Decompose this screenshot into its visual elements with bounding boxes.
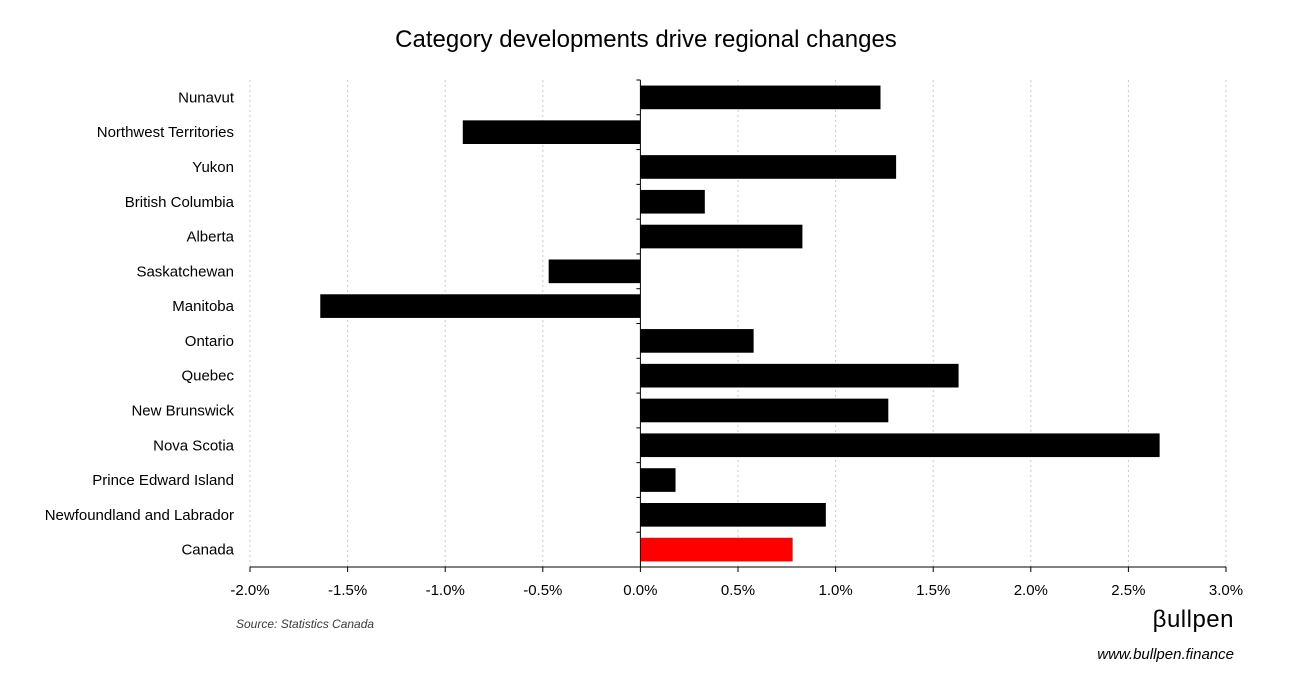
source-note: Source: Statistics Canada [236,617,375,631]
x-tick-label: 2.0% [1014,582,1048,599]
category-label: Canada [181,542,234,559]
x-tick-label: -1.5% [328,582,367,599]
category-label: Newfoundland and Labrador [45,507,234,524]
category-label: Nova Scotia [153,437,235,454]
x-tick-label: 2.5% [1111,582,1145,599]
bar-nunavut [640,85,881,110]
category-label: Ontario [185,333,234,350]
bar-nova-scotia [640,433,1160,458]
category-label: Saskatchewan [136,263,234,280]
bar-alberta [640,224,803,249]
category-label: Yukon [192,159,234,176]
bullpen-logo: βullpen [1152,606,1234,633]
brand-url: www.bullpen.finance [1097,646,1234,663]
category-label: Quebec [181,368,234,385]
bar-canada [640,537,793,562]
tick-labels: -2.0% -1.5% -1.0% -0.5% 0.0% 0.5% 1.0% 1.5% 2.0%… [230,582,1243,599]
chart-title: Category developments drive regional cha… [395,26,897,53]
x-tick-label: -0.5% [523,582,562,599]
category-label: New Brunswick [131,402,234,419]
bar-british-columbia [640,189,705,214]
category-label: Alberta [186,229,234,246]
x-tick-label: 1.5% [916,582,950,599]
bar-ontario [640,329,754,353]
x-tick-label: 3.0% [1209,582,1243,599]
category-label: Northwest Territories [97,124,234,141]
bar-yukon [640,155,897,179]
x-tick-label: 0.0% [623,582,657,599]
category-label: Manitoba [172,298,234,315]
grid-lines [249,80,1227,567]
category-label: Prince Edward Island [92,472,234,489]
bar-saskatchewan [548,259,641,284]
bar-manitoba [320,294,641,318]
x-tick-label: 0.5% [721,582,755,599]
bar-newfoundland-and-labrador [640,502,826,527]
category-label: Nunavut [178,89,235,106]
category-labels: Nunavut Northwest Territories Yukon British… [45,89,235,558]
bar-new-brunswick [640,398,889,423]
x-tick-label: -2.0% [230,582,269,599]
bar-quebec [640,363,959,388]
bar-northwest-territories [462,120,641,145]
category-label: British Columbia [125,194,235,211]
bars [320,85,1160,562]
x-tick-label: -1.0% [426,582,465,599]
x-tick-label: 1.0% [818,582,852,599]
axes [249,79,1227,572]
bar-prince-edward-island [640,468,676,492]
